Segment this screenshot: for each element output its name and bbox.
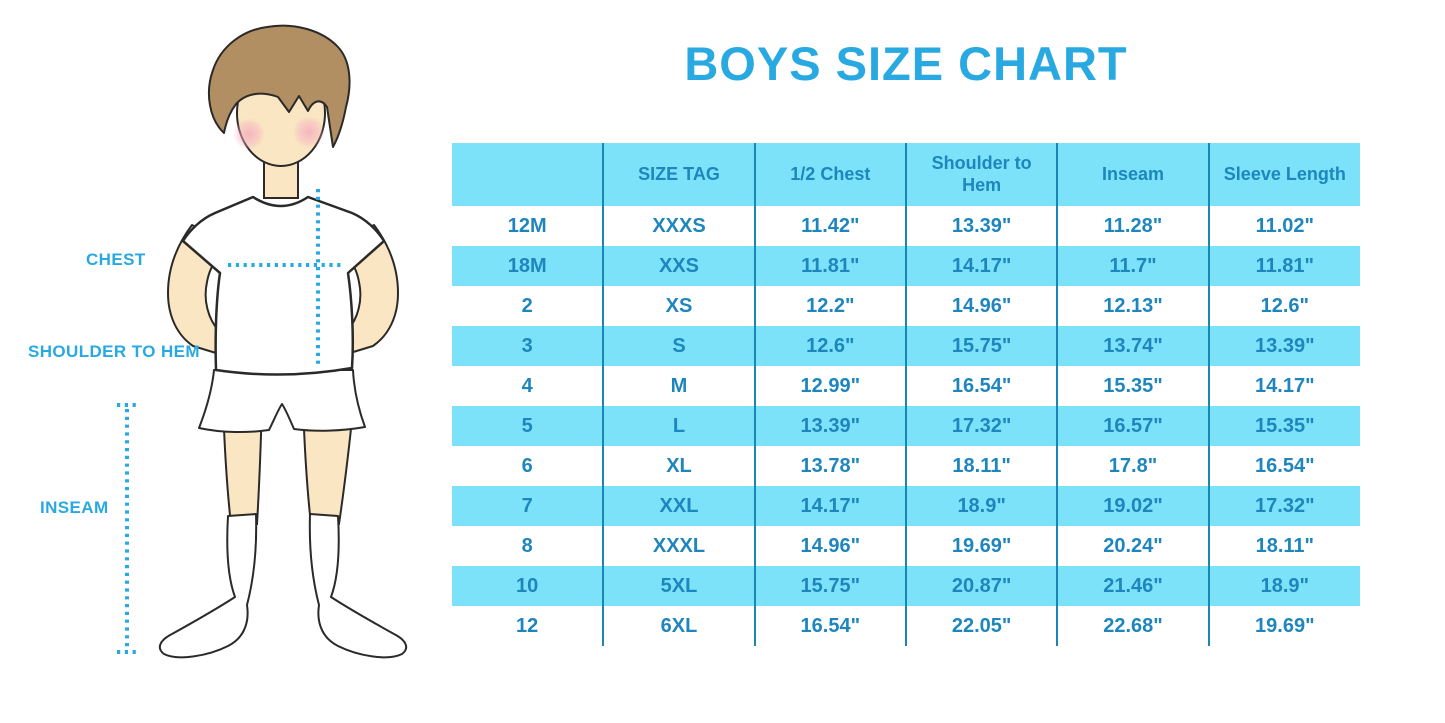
cell-sleeve-length: 11.02" (1207, 206, 1360, 246)
col-header-size (452, 143, 603, 206)
size-table: SIZE TAG 1/2 Chest Shoulder to Hem Insea… (452, 143, 1360, 646)
boy-hair (207, 24, 351, 148)
cell-half-chest: 15.75" (753, 566, 906, 606)
page-title: BOYS SIZE CHART (684, 37, 1128, 90)
table-row: 2 XS 12.2" 14.96" 12.13" 12.6" (452, 286, 1360, 326)
cell-shoulder-to-hem: 14.17" (904, 246, 1058, 286)
table-row: 12 6XL 16.54" 22.05" 22.68" 19.69" (452, 606, 1360, 646)
cell-shoulder-to-hem: 14.96" (904, 286, 1058, 326)
cell-sleeve-length: 19.69" (1207, 606, 1360, 646)
cell-size-tag: XS (602, 286, 755, 326)
cell-size: 2 (521, 294, 533, 317)
col-header-shoulder-to-hem: Shoulder to Hem (904, 143, 1058, 206)
cell-size: 3 (521, 334, 533, 357)
boy-right-sock (308, 513, 408, 659)
cell-size: 10 (516, 574, 539, 597)
cell-shoulder-to-hem: 20.87" (904, 566, 1058, 606)
cell-shoulder-to-hem: 17.32" (904, 406, 1058, 446)
cell-half-chest: 13.39" (753, 406, 906, 446)
boy-tshirt (181, 195, 386, 376)
cell-half-chest: 12.6" (753, 326, 906, 366)
cell-size: 12 (516, 614, 539, 637)
table-row: 12M XXXS 11.42" 13.39" 11.28" 11.02" (452, 206, 1360, 246)
boy-illustration (117, 24, 408, 659)
cell-sleeve-length: 11.81" (1207, 246, 1360, 286)
cell-sleeve-length: 14.17" (1207, 366, 1360, 406)
cell-size: 6 (521, 454, 533, 477)
cell-half-chest: 11.81" (753, 246, 906, 286)
inseam-label: INSEAM (40, 498, 109, 517)
cell-sleeve-length: 13.39" (1207, 326, 1360, 366)
cell-size-tag: XL (602, 446, 755, 486)
table-row: 10 5XL 15.75" 20.87" 21.46" 18.9" (452, 566, 1360, 606)
cell-half-chest: 16.54" (753, 606, 906, 646)
col-header-inseam: Inseam (1056, 143, 1209, 206)
cell-size: 18M (507, 254, 547, 277)
table-row: 5 L 13.39" 17.32" 16.57" 15.35" (452, 406, 1360, 446)
table-row: 3 S 12.6" 15.75" 13.74" 13.39" (452, 326, 1360, 366)
boy-left-sock (158, 513, 258, 659)
col-header-size-tag: SIZE TAG (602, 143, 755, 206)
cell-size-tag: 6XL (602, 606, 755, 646)
cell-inseam: 13.74" (1056, 326, 1209, 366)
cell-shoulder-to-hem: 22.05" (904, 606, 1058, 646)
cell-size-tag: XXS (602, 246, 755, 286)
cell-shoulder-to-hem: 13.39" (904, 206, 1058, 246)
cell-size: 4 (521, 374, 533, 397)
cell-shoulder-to-hem: 18.11" (904, 446, 1058, 486)
blush-right (293, 116, 325, 148)
cell-shoulder-to-hem: 19.69" (904, 526, 1058, 566)
cell-half-chest: 14.96" (753, 526, 906, 566)
cell-size-tag: XXL (602, 486, 755, 526)
cell-shoulder-to-hem: 15.75" (904, 326, 1058, 366)
blush-left (233, 118, 265, 150)
cell-inseam: 15.35" (1056, 366, 1209, 406)
cell-shoulder-to-hem: 18.9" (904, 486, 1058, 526)
cell-inseam: 11.7" (1056, 246, 1209, 286)
cell-size-tag: XXXL (602, 526, 755, 566)
col-header-half-chest: 1/2 Chest (753, 143, 906, 206)
table-row: 18M XXS 11.81" 14.17" 11.7" 11.81" (452, 246, 1360, 286)
cell-half-chest: 11.42" (753, 206, 906, 246)
table-row: 8 XXXL 14.96" 19.69" 20.24" 18.11" (452, 526, 1360, 566)
cell-size-tag: 5XL (602, 566, 755, 606)
table-row: 6 XL 13.78" 18.11" 17.8" 16.54" (452, 446, 1360, 486)
cell-size: 7 (521, 494, 533, 517)
cell-inseam: 12.13" (1056, 286, 1209, 326)
cell-size: 12M (507, 214, 547, 237)
cell-size-tag: M (602, 366, 755, 406)
cell-sleeve-length: 16.54" (1207, 446, 1360, 486)
shoulder-to-hem-label: SHOULDER TO HEM (28, 342, 200, 361)
cell-size-tag: XXXS (602, 206, 755, 246)
cell-sleeve-length: 18.9" (1207, 566, 1360, 606)
cell-size-tag: S (602, 326, 755, 366)
cell-size: 8 (521, 534, 533, 557)
cell-inseam: 19.02" (1056, 486, 1209, 526)
table-row: 4 M 12.99" 16.54" 15.35" 14.17" (452, 366, 1360, 406)
cell-half-chest: 12.99" (753, 366, 906, 406)
cell-sleeve-length: 15.35" (1207, 406, 1360, 446)
boy-shorts (198, 369, 366, 434)
cell-half-chest: 13.78" (753, 446, 906, 486)
cell-sleeve-length: 12.6" (1207, 286, 1360, 326)
cell-inseam: 17.8" (1056, 446, 1209, 486)
table-header-row: SIZE TAG 1/2 Chest Shoulder to Hem Insea… (452, 143, 1360, 206)
cell-inseam: 22.68" (1056, 606, 1209, 646)
cell-half-chest: 14.17" (753, 486, 906, 526)
cell-size: 5 (521, 414, 533, 437)
cell-inseam: 21.46" (1056, 566, 1209, 606)
cell-inseam: 11.28" (1056, 206, 1209, 246)
col-header-sleeve-length: Sleeve Length (1207, 143, 1360, 206)
cell-sleeve-length: 17.32" (1207, 486, 1360, 526)
cell-sleeve-length: 18.11" (1207, 526, 1360, 566)
cell-half-chest: 12.2" (753, 286, 906, 326)
cell-inseam: 20.24" (1056, 526, 1209, 566)
cell-shoulder-to-hem: 16.54" (904, 366, 1058, 406)
cell-inseam: 16.57" (1056, 406, 1209, 446)
chest-label: CHEST (86, 250, 146, 269)
cell-size-tag: L (602, 406, 755, 446)
table-row: 7 XXL 14.17" 18.9" 19.02" 17.32" (452, 486, 1360, 526)
